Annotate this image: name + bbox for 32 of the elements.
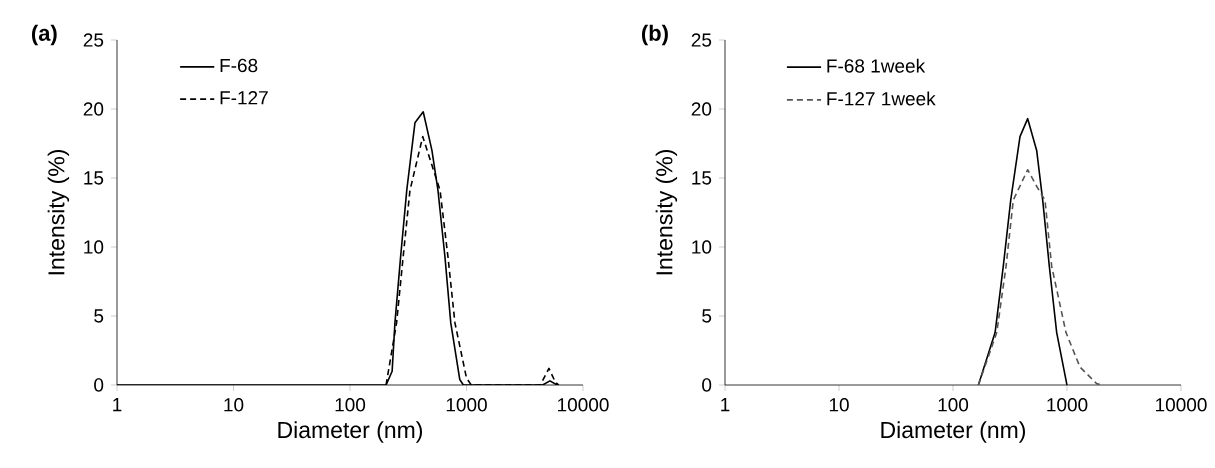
y-tick-label: 5 (702, 309, 712, 323)
x-tick-label: 1 (721, 398, 730, 412)
chart-title: (a) (31, 24, 57, 46)
y-tick-label: 15 (84, 171, 104, 185)
x-tick-label: 10 (829, 398, 849, 412)
x-tick-label: 10000 (1156, 398, 1207, 412)
y-axis-title: Intensity (%) (47, 150, 70, 275)
chart-title: (b) (641, 24, 668, 46)
y-tick-label: 25 (83, 33, 104, 47)
x-tick-label: 100 (335, 398, 366, 412)
y-tick-label: 5 (94, 309, 104, 323)
y-tick-label: 10 (84, 240, 104, 254)
legend-label: F-127 1week (827, 91, 936, 106)
y-tick-label: 0 (702, 378, 712, 392)
legend-label: F-68 (220, 58, 258, 73)
y-tick-label: 25 (691, 33, 712, 47)
x-tick-label: 1000 (446, 398, 487, 412)
y-axis-title: Intensity (%) (655, 150, 678, 275)
legend-label: F-68 1week (827, 58, 926, 73)
y-tick-label: 20 (691, 102, 712, 116)
legend-label: F-127 (220, 91, 268, 105)
y-tick-label: 0 (94, 378, 104, 392)
x-tick-label: 10000 (558, 398, 609, 412)
x-tick-label: 1 (113, 398, 122, 412)
y-tick-label: 20 (83, 102, 104, 116)
x-tick-label: 1000 (1047, 398, 1088, 412)
y-tick-label: 10 (692, 240, 712, 254)
x-tick-label: 10 (224, 398, 244, 412)
y-tick-label: 15 (692, 171, 712, 185)
x-axis-title: Diameter (nm) (881, 421, 1026, 443)
x-axis-title: Diameter (nm) (278, 421, 423, 443)
x-tick-label: 100 (938, 398, 969, 412)
